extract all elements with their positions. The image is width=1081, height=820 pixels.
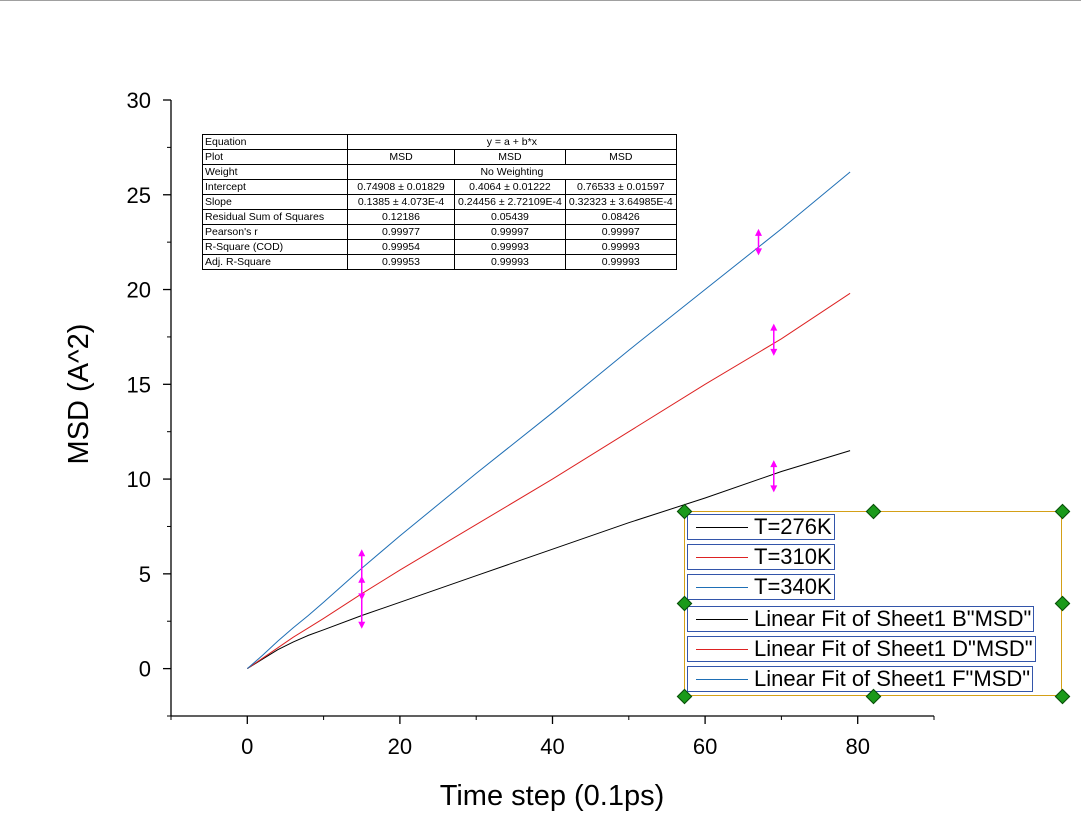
legend-item[interactable]: T=310K (687, 544, 835, 570)
double-arrow-annotation[interactable] (770, 323, 778, 356)
fit-table-row-label: Intercept (202, 179, 348, 195)
fit-table-row-label: Plot (202, 149, 348, 165)
fit-table-cell: 0.99954 (347, 239, 455, 255)
fit-table-cell: MSD (454, 149, 566, 165)
fit-table-cell: 0.12186 (347, 209, 455, 225)
y-tick-label: 30 (127, 88, 151, 113)
fit-table-cell: 0.24456 ± 2.72109E-4 (454, 194, 566, 210)
legend-label: Linear Fit of Sheet1 B"MSD" (754, 606, 1032, 631)
fit-table-cell: 0.99993 (454, 254, 566, 270)
fit-table-cell: 0.08426 (564, 209, 677, 225)
legend-label: T=340K (754, 574, 832, 599)
legend-item[interactable]: Linear Fit of Sheet1 B"MSD" (687, 606, 1035, 632)
legend-item[interactable]: Linear Fit of Sheet1 D"MSD" (687, 636, 1036, 662)
fit-statistics-table: Equation y = a + b*x Plot MSD MSD MSD Weight No… (202, 134, 677, 270)
fit-table-row: Residual Sum of Squares 0.12186 0.05439 0.0… (202, 209, 677, 225)
fit-table-row-label: Residual Sum of Squares (202, 209, 348, 225)
x-tick-label: 20 (388, 734, 412, 759)
legend-label: Linear Fit of Sheet1 D"MSD" (754, 636, 1033, 661)
fit-table-row: Weight No Weighting (202, 164, 677, 180)
fit-table-row-label: R-Square (COD) (202, 239, 348, 255)
y-tick-label: 10 (127, 467, 151, 492)
fit-table-cell: 0.76533 ± 0.01597 (564, 179, 677, 195)
fit-table-row: Slope 0.1385 ± 4.073E-4 0.24456 ± 2.72109E… (202, 194, 677, 210)
legend-swatch (696, 556, 748, 558)
fit-table-cell: 0.05439 (454, 209, 566, 225)
fit-table-row: R-Square (COD) 0.99954 0.99993 0.99993 (202, 239, 677, 255)
fit-table-row-label: Weight (202, 164, 348, 180)
legend-label: Linear Fit of Sheet1 F"MSD" (754, 666, 1031, 691)
x-tick-label: 40 (540, 734, 564, 759)
legend-swatch (696, 586, 748, 588)
fit-table-row-label: Pearson's r (202, 224, 348, 240)
legend-item[interactable]: T=276K (687, 514, 835, 540)
legend-swatch (696, 678, 748, 680)
fit-table-cell: 0.99997 (564, 224, 677, 240)
y-axis-title: MSD (A^2) (63, 324, 95, 465)
y-tick-label: 15 (127, 372, 151, 397)
fit-table-cell: y = a + b*x (347, 134, 677, 150)
fit-table-row: Equation y = a + b*x (202, 134, 677, 150)
fit-table-row-label: Adj. R-Square (202, 254, 348, 270)
y-tick-label: 5 (139, 562, 151, 587)
fit-table-row-label: Equation (202, 134, 348, 150)
y-tick-label: 0 (139, 657, 151, 682)
fit-table-cell: 0.99997 (454, 224, 566, 240)
legend[interactable]: T=276K T=310K T=340K Linear Fit of Sheet1 B… (676, 503, 1071, 705)
fit-table-row: Plot MSD MSD MSD (202, 149, 677, 165)
double-arrow-annotation[interactable] (358, 549, 366, 601)
fit-table-cell: 0.99993 (564, 254, 677, 270)
fit-table-cell: 0.4064 ± 0.01222 (454, 179, 566, 195)
fit-table-cell: 0.99993 (454, 239, 566, 255)
double-arrow-annotation[interactable] (770, 460, 778, 493)
fit-table-cell: 0.99993 (564, 239, 677, 255)
fit-table-cell: 0.99977 (347, 224, 455, 240)
fit-table-cell: MSD (564, 149, 677, 165)
legend-item[interactable]: T=340K (687, 574, 835, 600)
legend-label: T=310K (754, 544, 832, 569)
legend-label: T=276K (754, 514, 832, 539)
fit-table-row: Intercept 0.74908 ± 0.01829 0.4064 ± 0.012… (202, 179, 677, 195)
legend-swatch (696, 526, 748, 528)
legend-swatch (696, 618, 748, 620)
fit-table-cell: 0.99953 (347, 254, 455, 270)
legend-swatch (696, 648, 748, 650)
double-arrow-annotation[interactable] (755, 228, 763, 256)
fit-table-cell: MSD (347, 149, 455, 165)
x-tick-label: 60 (693, 734, 717, 759)
x-tick-label: 80 (845, 734, 869, 759)
fit-table-cell: 0.32323 ± 3.64985E-4 (564, 194, 677, 210)
x-axis-title: Time step (0.1ps) (440, 780, 665, 812)
fit-table-cell: 0.74908 ± 0.01829 (347, 179, 455, 195)
x-tick-label: 0 (241, 734, 253, 759)
series-line-t340k (246, 171, 851, 669)
fit-table-row: Pearson's r 0.99977 0.99997 0.99997 (202, 224, 677, 240)
legend-item[interactable]: Linear Fit of Sheet1 F"MSD" (687, 666, 1034, 692)
series-line-t276k (247, 450, 851, 670)
series-line-t310k (247, 292, 851, 670)
fit-table-row: Adj. R-Square 0.99953 0.99993 0.99993 (202, 254, 677, 270)
fit-table-row-label: Slope (202, 194, 348, 210)
fit-table-cell: 0.1385 ± 4.073E-4 (347, 194, 455, 210)
fit-table-cell: No Weighting (347, 164, 677, 180)
y-tick-label: 20 (127, 278, 151, 303)
y-tick-label: 25 (127, 183, 151, 208)
